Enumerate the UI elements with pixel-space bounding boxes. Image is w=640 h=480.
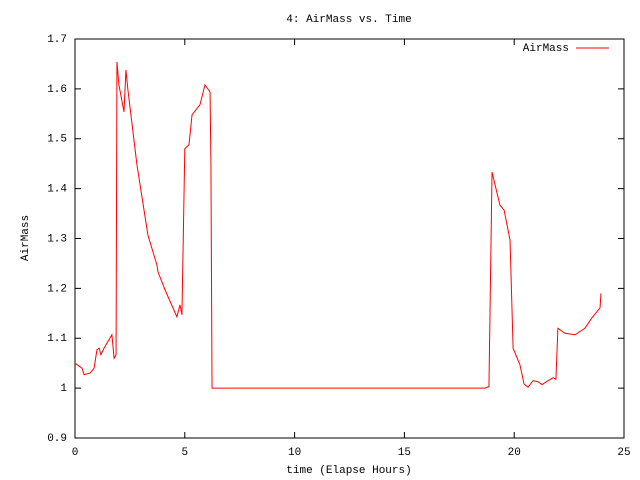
y-tick-label: 1.5 xyxy=(47,134,67,146)
y-tick-label: 1 xyxy=(60,383,67,395)
y-axis-label: AirMass xyxy=(20,215,32,261)
chart-title: 4: AirMass vs. Time xyxy=(286,14,411,26)
y-tick-label: 1.1 xyxy=(47,333,67,345)
y-tick-label: 1.6 xyxy=(47,84,67,96)
plot-border xyxy=(74,38,625,439)
x-tick-label: 10 xyxy=(288,447,301,459)
x-tick-label: 15 xyxy=(398,447,411,459)
y-tick-label: 1.7 xyxy=(47,34,67,46)
y-tick-label: 1.4 xyxy=(47,184,67,196)
y-tick-label: 1.3 xyxy=(47,233,67,245)
legend-label: AirMass xyxy=(523,43,569,55)
x-tick-label: 25 xyxy=(617,447,630,459)
x-tick-label: 5 xyxy=(181,447,188,459)
x-tick-label: 20 xyxy=(508,447,521,459)
y-tick-label: 0.9 xyxy=(47,433,67,445)
y-tick-label: 1.2 xyxy=(47,283,67,295)
x-tick-label: 0 xyxy=(72,447,79,459)
x-axis-label: time (Elapse Hours) xyxy=(286,465,411,477)
data-line xyxy=(74,61,602,389)
